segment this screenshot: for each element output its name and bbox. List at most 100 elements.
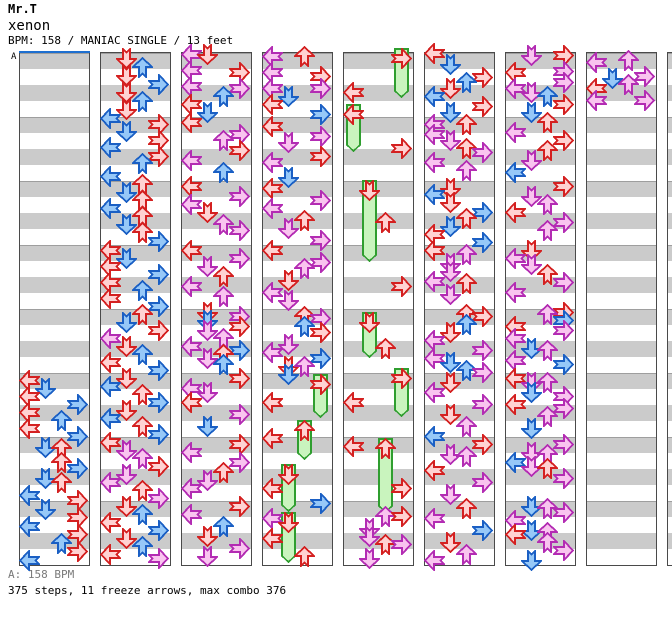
arrow-right-icon	[634, 90, 655, 111]
arrow-left-icon	[181, 392, 202, 413]
arrow-right-icon	[229, 140, 250, 161]
arrow-up-icon	[456, 314, 477, 335]
arrow-down-icon	[197, 526, 218, 547]
arrow-left-icon	[424, 240, 445, 261]
arrow-down-icon	[116, 248, 137, 269]
arrow-up-icon	[51, 472, 72, 493]
arrow-up-icon	[213, 130, 234, 151]
arrow-up-icon	[294, 210, 315, 231]
page-title: Mr.T	[8, 2, 37, 16]
arrow-down-icon	[116, 440, 137, 461]
arrow-up-icon	[132, 504, 153, 525]
arrow-left-icon	[262, 508, 283, 529]
arrow-down-icon	[116, 312, 137, 333]
arrow-down-icon	[359, 548, 380, 569]
arrow-up-icon	[213, 162, 234, 183]
arrow-up-icon	[537, 304, 558, 325]
arrow-right-icon	[229, 496, 250, 517]
arrow-down-icon	[440, 54, 461, 75]
arrow-right-icon	[310, 146, 331, 167]
arrow-down-icon	[197, 302, 218, 323]
arrow-down-icon	[35, 499, 56, 520]
arrow-up-icon	[375, 438, 396, 459]
arrow-down-icon	[116, 368, 137, 389]
arrow-up-icon	[132, 480, 153, 501]
arrow-up-icon	[132, 280, 153, 301]
arrow-right-icon	[391, 506, 412, 527]
arrow-down-icon	[116, 82, 137, 103]
arrow-left-icon	[424, 348, 445, 369]
arrow-left-icon	[586, 90, 607, 111]
arrow-left-icon	[262, 198, 283, 219]
arrow-up-icon	[132, 344, 153, 365]
arrow-left-icon	[262, 478, 283, 499]
arrow-left-icon	[505, 368, 526, 389]
arrow-right-icon	[148, 264, 169, 285]
arrow-left-icon	[100, 288, 121, 309]
arrow-right-icon	[229, 186, 250, 207]
arrow-down-icon	[521, 150, 542, 171]
arrow-right-icon	[553, 540, 574, 561]
arrow-up-icon	[213, 266, 234, 287]
arrow-down-icon	[521, 82, 542, 103]
arrow-left-icon	[181, 150, 202, 171]
arrow-right-icon	[310, 230, 331, 251]
arrow-up-icon	[213, 462, 234, 483]
arrow-left-icon	[181, 336, 202, 357]
arrow-down-icon	[440, 178, 461, 199]
arrow-up-icon	[456, 114, 477, 135]
arrow-up-icon	[375, 506, 396, 527]
arrow-up-icon	[456, 273, 477, 294]
arrow-right-icon	[148, 360, 169, 381]
arrow-right-icon	[229, 340, 250, 361]
arrow-down-icon	[278, 290, 299, 311]
arrow-down-icon	[197, 470, 218, 491]
arrow-down-icon	[521, 382, 542, 403]
arrow-down-icon	[35, 468, 56, 489]
arrow-left-icon	[343, 436, 364, 457]
arrow-left-icon	[100, 166, 121, 187]
arrow-left-icon	[505, 328, 526, 349]
arrow-down-icon	[521, 550, 542, 571]
arrow-down-icon	[440, 130, 461, 151]
bpm-difficulty-line: BPM: 158 / MANIAC SINGLE / 13 feet	[8, 34, 234, 47]
arrow-up-icon	[537, 264, 558, 285]
arrow-right-icon	[391, 276, 412, 297]
arrow-down-icon	[278, 86, 299, 107]
arrow-down-icon	[116, 528, 137, 549]
arrow-up-icon	[537, 112, 558, 133]
arrow-right-icon	[148, 146, 169, 167]
arrow-down-icon	[521, 45, 542, 66]
arrow-down-icon	[278, 464, 299, 485]
arrow-up-icon	[132, 448, 153, 469]
arrow-left-icon	[262, 152, 283, 173]
measure-column-9	[667, 52, 672, 566]
arrow-down-icon	[440, 78, 461, 99]
arrow-left-icon	[100, 376, 121, 397]
arrow-left-icon	[181, 504, 202, 525]
arrow-left-icon	[424, 550, 445, 571]
arrow-left-icon	[19, 485, 40, 506]
arrow-right-icon	[310, 252, 331, 273]
arrow-down-icon	[116, 182, 137, 203]
arrow-down-icon	[197, 44, 218, 65]
arrow-left-icon	[19, 550, 40, 571]
arrow-up-icon	[294, 420, 315, 441]
arrow-down-icon	[197, 416, 218, 437]
arrow-up-icon	[537, 340, 558, 361]
arrow-down-icon	[116, 99, 137, 120]
arrow-up-icon	[294, 546, 315, 567]
arrow-down-icon	[440, 102, 461, 123]
arrow-left-icon	[100, 512, 121, 533]
arrow-left-icon	[505, 78, 526, 99]
arrow-down-icon	[197, 256, 218, 277]
arrow-right-icon	[553, 434, 574, 455]
arrow-down-icon	[116, 336, 137, 357]
arrow-down-icon	[440, 372, 461, 393]
arrow-right-icon	[148, 424, 169, 445]
arrow-up-icon	[213, 286, 234, 307]
arrow-right-icon	[148, 488, 169, 509]
arrow-up-icon	[294, 356, 315, 377]
arrow-left-icon	[343, 392, 364, 413]
arrow-down-icon	[440, 253, 461, 274]
